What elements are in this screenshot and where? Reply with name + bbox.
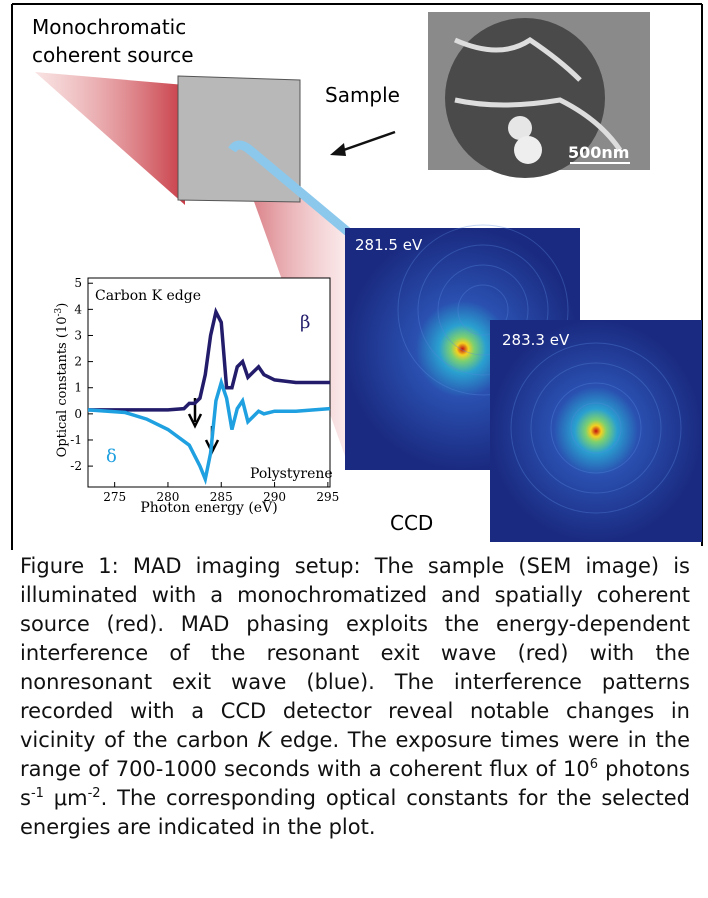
y-axis-label: Optical constants (10-3) bbox=[54, 303, 70, 458]
caption-text: 6 bbox=[590, 757, 598, 772]
arrow bbox=[338, 132, 395, 152]
y-tick-label: 2 bbox=[74, 355, 82, 369]
page: Monochromatic coherent source Sample 500… bbox=[0, 0, 708, 898]
caption-text: . The corresponding optical constants fo… bbox=[20, 786, 690, 839]
x-tick-label: 275 bbox=[103, 490, 126, 504]
y-tick-label: -2 bbox=[70, 459, 82, 473]
y-tick-label: 1 bbox=[74, 381, 82, 395]
y-tick-label: 3 bbox=[74, 328, 82, 342]
source-label: Monochromatic bbox=[32, 15, 186, 39]
annotation: Carbon K edge bbox=[95, 288, 201, 304]
y-axis-label: Optical constants (10 bbox=[55, 317, 70, 458]
material-label: Polystyrene bbox=[250, 466, 333, 482]
x-tick-label: 280 bbox=[157, 490, 180, 504]
ccd-image bbox=[490, 320, 702, 542]
y-axis-label: ) bbox=[55, 303, 70, 308]
x-tick-label: 295 bbox=[316, 490, 339, 504]
caption-text: -1 bbox=[31, 786, 44, 801]
caption-text: Figure 1: MAD imaging setup: The sample … bbox=[20, 554, 690, 752]
caption-text: μm bbox=[44, 786, 88, 810]
figure: Monochromatic coherent source Sample 500… bbox=[0, 0, 708, 550]
y-tick-label: 5 bbox=[74, 276, 82, 290]
sample bbox=[178, 76, 300, 202]
y-tick-label: -1 bbox=[70, 433, 82, 447]
energy-label: 281.5 eV bbox=[355, 236, 423, 254]
caption: Figure 1: MAD imaging setup: The sample … bbox=[20, 552, 690, 842]
scale-label: 500nm bbox=[568, 143, 629, 162]
x-tick-label: 290 bbox=[263, 490, 286, 504]
y-tick-label: 0 bbox=[74, 407, 82, 421]
source-beam bbox=[35, 72, 185, 205]
x-tick-label: 285 bbox=[210, 490, 233, 504]
source-label: coherent source bbox=[32, 43, 194, 67]
caption-text: -2 bbox=[88, 786, 101, 801]
sem-particle bbox=[514, 136, 542, 164]
sample-label: Sample bbox=[325, 83, 400, 107]
ccd-label: CCD bbox=[390, 511, 433, 535]
series-label: δ bbox=[106, 446, 117, 467]
y-axis-label: -3 bbox=[54, 307, 64, 316]
energy-label: 283.3 eV bbox=[502, 331, 570, 349]
plot: Carbon K edge Polystyrene Photon energy … bbox=[54, 276, 339, 516]
caption-text: K bbox=[257, 728, 271, 752]
series-label: β bbox=[300, 312, 310, 333]
arrowhead bbox=[330, 143, 346, 156]
y-tick-label: 4 bbox=[74, 302, 82, 316]
